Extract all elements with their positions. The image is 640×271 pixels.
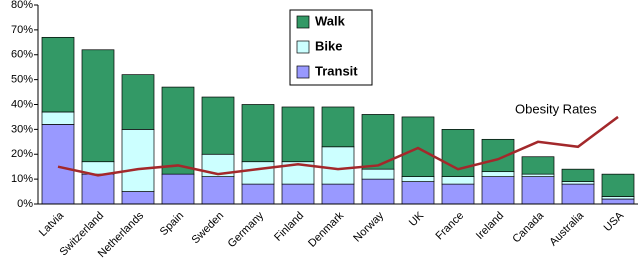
bar-segment xyxy=(561,183,595,205)
y-tick-label: 60% xyxy=(11,49,33,61)
bar-segment xyxy=(561,168,595,182)
bar-segment xyxy=(201,96,235,155)
bar-segment xyxy=(281,106,315,163)
bar-segment xyxy=(401,116,435,177)
bar-segment xyxy=(41,124,75,205)
x-tick-label: Sweden xyxy=(190,210,227,247)
bar-segment xyxy=(161,173,195,205)
bar-segment xyxy=(81,173,115,205)
bar-segment xyxy=(321,183,355,205)
line-label: Obesity Rates xyxy=(515,101,597,116)
bar-segment xyxy=(601,173,635,197)
x-tick-label: UK xyxy=(407,209,427,229)
x-tick-label: Norway xyxy=(351,209,386,244)
x-tick-label: Germany xyxy=(226,209,267,250)
x-tick-label: USA xyxy=(602,209,627,234)
legend-swatch xyxy=(296,65,310,79)
legend-swatch xyxy=(296,15,310,29)
y-tick-label: 20% xyxy=(11,148,33,160)
legend-label: Transit xyxy=(315,63,358,78)
bar-segment xyxy=(201,176,235,205)
y-tick-label: 10% xyxy=(11,173,33,185)
bar-segment xyxy=(521,156,555,175)
x-tick-label: Canada xyxy=(510,209,546,245)
bar-segment xyxy=(41,111,75,125)
bar-segment xyxy=(161,86,195,175)
bar-segment xyxy=(441,183,475,205)
bar-segment xyxy=(401,176,435,182)
x-tick-label: France xyxy=(433,210,466,243)
bar-segment xyxy=(601,196,635,200)
x-tick-label: Australia xyxy=(547,209,586,248)
legend-label: Bike xyxy=(315,38,342,53)
x-tick-label: Finland xyxy=(272,210,306,244)
bar-segment xyxy=(121,191,155,205)
x-tick-label: Latvia xyxy=(37,209,67,239)
bar-segment xyxy=(321,106,355,148)
bar-segment xyxy=(361,168,395,180)
y-tick-label: 50% xyxy=(11,74,33,86)
bar-segment xyxy=(441,176,475,185)
bar-segment xyxy=(41,36,75,113)
bar-segment xyxy=(121,74,155,130)
bar-segment xyxy=(481,171,515,177)
bar-segment xyxy=(561,181,595,185)
bar-segment xyxy=(401,181,435,205)
bar-segment xyxy=(321,146,355,185)
bar-segment xyxy=(281,183,315,205)
bar-segment xyxy=(601,198,635,205)
legend-swatch xyxy=(296,40,310,54)
x-tick-label: Denmark xyxy=(306,209,346,249)
bar-segment xyxy=(361,178,395,205)
bar-segment xyxy=(521,176,555,205)
bar-segment xyxy=(521,173,555,177)
y-tick-label: 40% xyxy=(11,98,33,110)
y-tick-label: 70% xyxy=(11,24,33,36)
bar-segment xyxy=(81,49,115,163)
bar-segment xyxy=(241,183,275,205)
y-tick-label: 30% xyxy=(11,123,33,135)
x-tick-label: Ireland xyxy=(474,210,506,242)
bar-segment xyxy=(481,176,515,205)
legend-label: Walk xyxy=(315,13,346,28)
line-series xyxy=(57,115,619,177)
bar-segment xyxy=(241,104,275,163)
bar-segment xyxy=(241,161,275,185)
y-tick-label: 0% xyxy=(17,198,33,210)
bar-segment xyxy=(121,129,155,192)
x-tick-label: Spain xyxy=(158,210,186,238)
y-tick-label: 80% xyxy=(11,0,33,11)
